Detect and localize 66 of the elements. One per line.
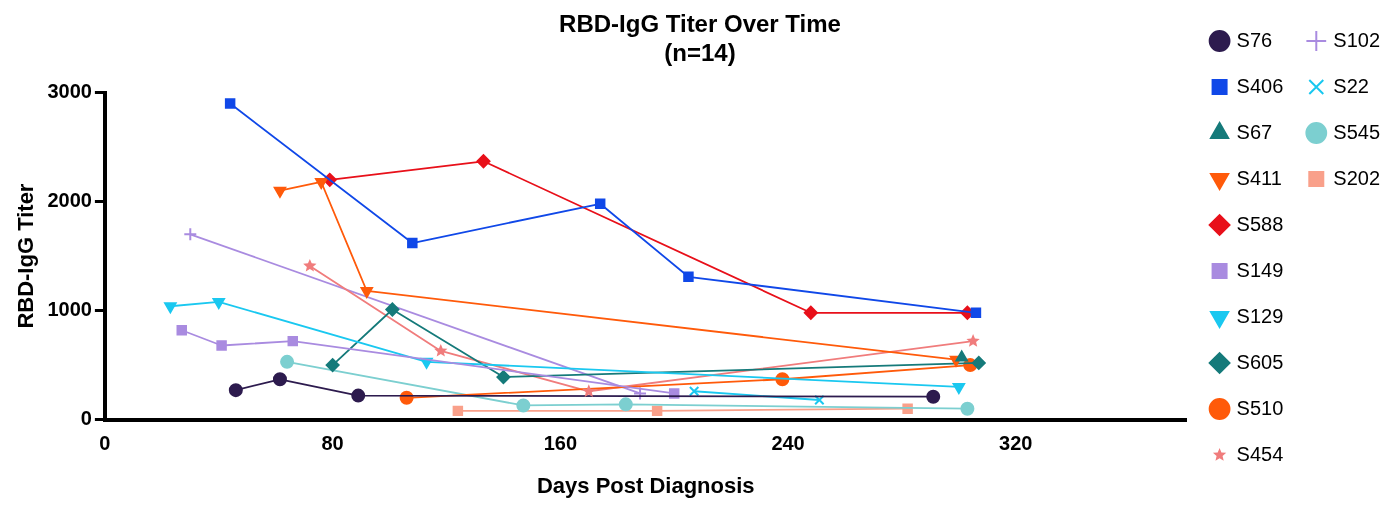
point: [952, 382, 966, 394]
point: [926, 389, 941, 404]
x-tick-label: 320: [999, 432, 1033, 455]
legend-label: S411: [1236, 166, 1282, 189]
point: [582, 384, 596, 397]
point: [496, 370, 511, 385]
point: [164, 302, 177, 314]
legend-label: S102: [1333, 28, 1381, 51]
point: [272, 372, 287, 387]
x-tick-label: 240: [771, 432, 805, 455]
legend-label: S510: [1236, 396, 1284, 419]
point: [970, 307, 982, 319]
point: [385, 302, 400, 317]
y-tick-label: 3000: [47, 80, 92, 103]
legend-label: S406: [1236, 74, 1284, 97]
point: [955, 350, 968, 362]
point: [434, 343, 448, 357]
legend-label: S129: [1236, 304, 1284, 327]
legend-label: S588: [1236, 212, 1284, 235]
legend-label: S454: [1236, 442, 1284, 465]
y-tick-label: 2000: [47, 189, 92, 212]
x-tick-label: 160: [543, 432, 578, 455]
point: [476, 154, 491, 169]
point: [216, 340, 227, 351]
point: [303, 258, 317, 272]
legend-label: S22: [1333, 74, 1369, 97]
point: [176, 324, 187, 336]
legend-label: S545: [1333, 120, 1381, 143]
legend-label: S202: [1333, 166, 1381, 189]
y-axis-title: RBD-IgG Titer: [13, 183, 39, 329]
legend-label: S605: [1236, 350, 1284, 373]
point: [966, 334, 980, 347]
point: [224, 98, 236, 109]
point: [325, 358, 340, 373]
point: [273, 186, 287, 198]
point: [516, 398, 531, 413]
point: [803, 305, 818, 320]
point: [280, 354, 295, 369]
chart-title: RBD-IgG Titer Over Time: [559, 10, 841, 38]
x-tick-label: 80: [321, 432, 344, 455]
point: [683, 271, 694, 283]
legend-label: S76: [1236, 28, 1273, 51]
point: [228, 383, 243, 398]
point: [814, 394, 825, 406]
point: [360, 286, 373, 298]
point: [212, 297, 225, 309]
point: [688, 386, 700, 397]
point: [407, 237, 418, 249]
x-axis-title: Days Post Diagnosis: [536, 472, 755, 498]
point: [315, 177, 328, 189]
point: [287, 335, 299, 347]
y-tick-label: 1000: [47, 298, 92, 321]
legend-label: S67: [1236, 120, 1273, 143]
y-tick-label: 0: [80, 407, 92, 430]
legend-label: S149: [1236, 258, 1284, 281]
point: [971, 355, 986, 370]
point: [452, 405, 464, 417]
point: [618, 397, 633, 412]
point: [183, 227, 198, 242]
x-tick-label: 0: [99, 432, 111, 455]
point: [960, 401, 975, 416]
point: [594, 198, 606, 210]
point: [651, 405, 663, 417]
point: [351, 388, 366, 403]
point: [633, 386, 648, 401]
chart-subtitle: (n=14): [664, 38, 736, 66]
